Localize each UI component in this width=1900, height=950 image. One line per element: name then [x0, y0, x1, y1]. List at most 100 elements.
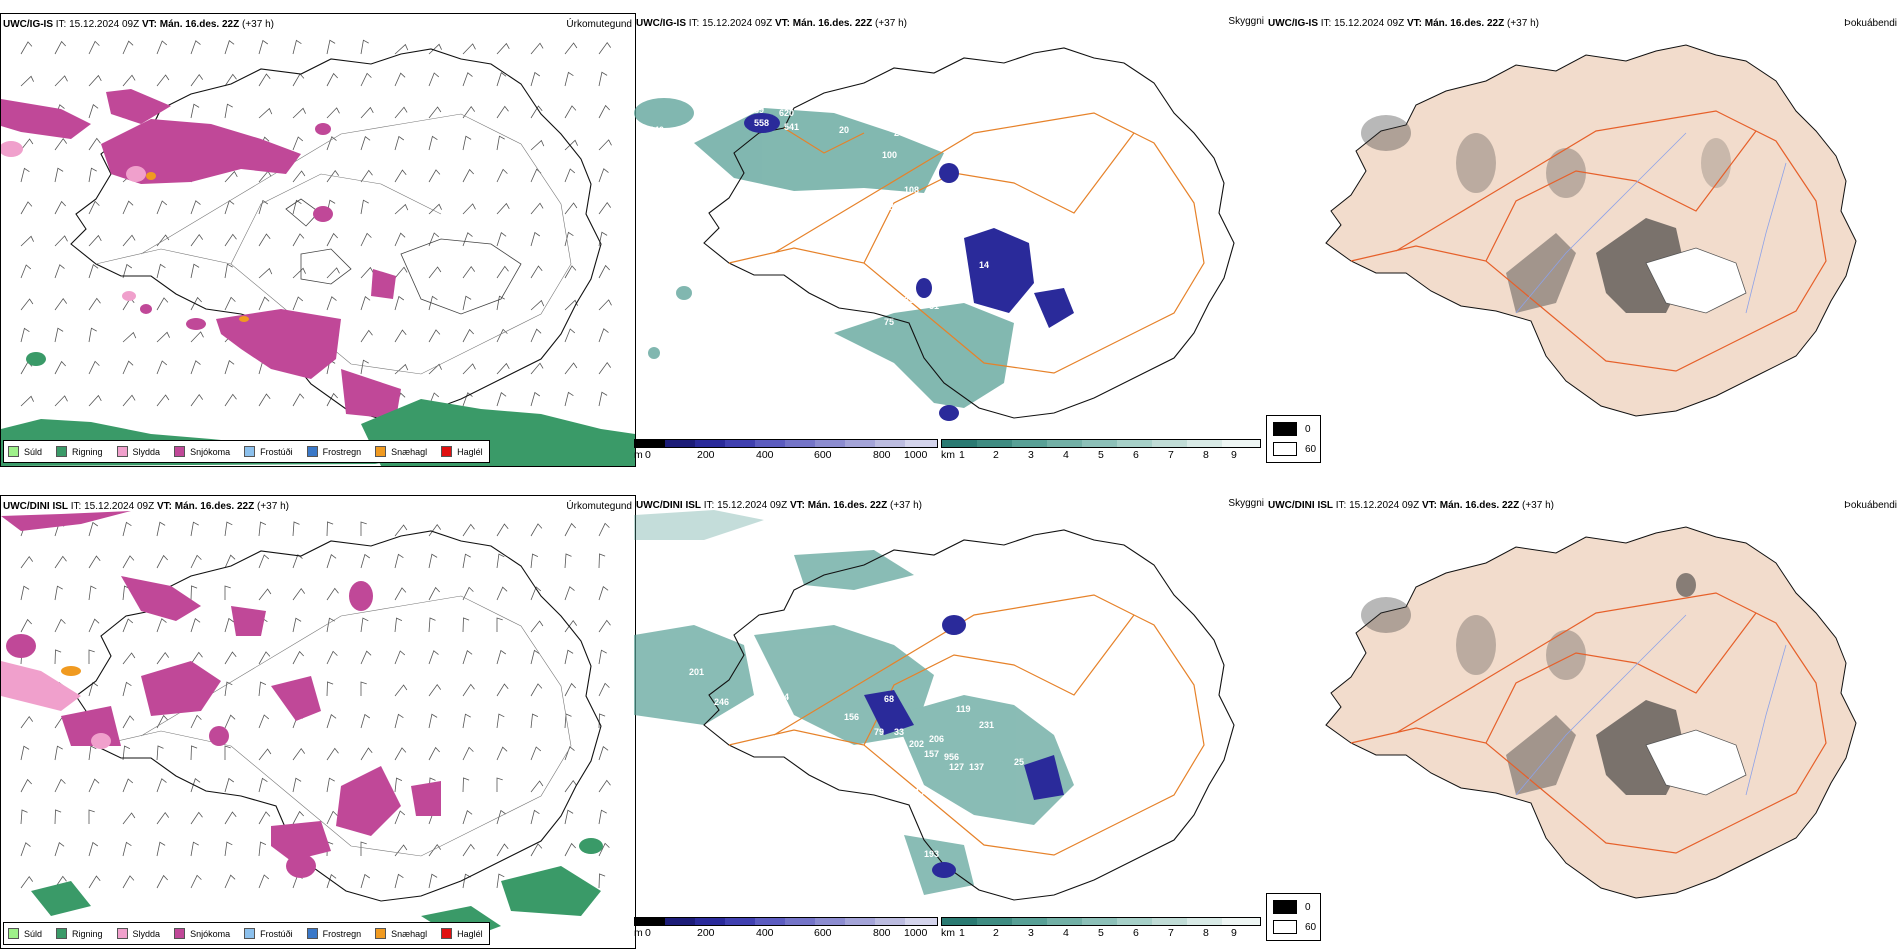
legend-item: Slydda	[116, 928, 160, 939]
colorbar-tick: 800	[873, 449, 891, 461]
wind-barb	[360, 266, 374, 279]
wind-barb	[564, 231, 574, 247]
wind-barb	[564, 139, 578, 151]
wind-barb	[326, 650, 338, 665]
wind-barb	[156, 263, 166, 279]
wind-barb	[224, 103, 233, 119]
wind-barb	[598, 139, 612, 151]
precip-legend: Súld Rigning Slydda Snjókoma Frostúði Fr…	[3, 922, 490, 945]
wind-barb	[496, 265, 509, 279]
wind-barb	[292, 296, 304, 311]
roads	[728, 594, 1205, 856]
wind-barb	[564, 553, 572, 569]
wind-barb	[122, 745, 131, 761]
wind-barb	[394, 135, 405, 151]
cloud-base-label: 212	[914, 622, 929, 632]
colorbar-unit: m	[634, 449, 643, 461]
legend-item: Súld	[8, 446, 42, 457]
wind-barb	[326, 777, 335, 793]
colorbar-tick: 4	[1063, 449, 1069, 461]
wind-barb	[190, 714, 202, 729]
wind-barb	[564, 202, 578, 215]
cloud-base-label: 87	[889, 202, 899, 212]
wind-barb	[156, 778, 167, 793]
roads	[95, 595, 572, 857]
wind-barb	[564, 42, 578, 55]
wind-barb	[598, 168, 609, 183]
wind-barb	[326, 617, 335, 633]
legend-item: Súld	[8, 928, 42, 939]
wind-barb	[394, 844, 408, 857]
panel-header: UWC/DINI ISL IT: 15.12.2024 09Z VT: Mán.…	[3, 501, 289, 512]
wind-barb	[20, 201, 33, 215]
wind-barb	[88, 681, 99, 697]
fog-map-1	[1325, 44, 1857, 417]
wind-barb	[394, 295, 405, 311]
wind-barb	[428, 295, 438, 311]
precip-panel-2: UWC/DINI ISL IT: 15.12.2024 09Z VT: Mán.…	[0, 495, 636, 949]
wind-barb	[190, 394, 204, 407]
wind-barb	[88, 841, 99, 857]
cloud-base-label: 137	[969, 762, 984, 772]
wind-barb	[122, 812, 136, 825]
cloud-base-label: 43	[914, 787, 924, 797]
wind-barb	[462, 553, 471, 569]
wind-barb	[258, 841, 267, 857]
wind-barb	[462, 135, 472, 151]
wind-barb	[462, 232, 473, 247]
wind-barb	[54, 298, 68, 311]
wind-barb	[428, 329, 441, 343]
visibility-map-1: 324 689 620 558 541 340 20 248 100 108 87 91 104 123 8…	[634, 47, 1235, 421]
wind-barb	[20, 167, 30, 183]
wind-barb	[326, 810, 338, 825]
cloud-base-label: 322	[819, 263, 834, 273]
cloud-base-label: 104	[889, 218, 904, 228]
wind-barb	[292, 748, 306, 761]
wind-barb	[428, 232, 440, 247]
wind-barb	[428, 553, 438, 569]
wind-barb	[88, 875, 101, 889]
wind-barb	[428, 586, 440, 601]
wind-barb	[88, 585, 97, 601]
wind-barb	[360, 136, 371, 151]
colorbar-unit: km	[941, 927, 955, 939]
wind-barb	[496, 105, 509, 119]
wind-barb	[598, 391, 608, 407]
wind-barb	[326, 554, 337, 569]
wind-barb	[598, 231, 608, 247]
wind-barb	[190, 200, 201, 215]
wind-barb	[564, 620, 578, 633]
wind-barb	[360, 617, 369, 633]
wind-barb	[20, 556, 34, 569]
visibility-panel-1: 324 689 620 558 541 340 20 248 100 108 87 91 104 123 8…	[634, 13, 1266, 465]
wind-barb	[496, 617, 503, 632]
precip-map-1	[1, 39, 635, 466]
wind-barb	[20, 41, 33, 55]
wind-barb	[360, 106, 374, 119]
cloud-base-label: 340	[649, 125, 664, 135]
wind-barb	[496, 746, 508, 761]
wind-barb	[428, 266, 442, 279]
wind-barb	[88, 104, 99, 119]
wind-barb	[292, 199, 302, 215]
colorbar-tick: 2	[993, 449, 999, 461]
wind-barb	[20, 264, 32, 279]
wind-barb	[122, 652, 136, 665]
legend-item: Haglél	[441, 928, 483, 939]
wind-barb	[156, 200, 168, 215]
wind-barb	[462, 713, 471, 729]
wind-barb	[462, 683, 475, 697]
wind-barb	[564, 586, 575, 601]
colorbar-tick: 7	[1168, 927, 1174, 939]
wind-barb	[360, 232, 372, 247]
legend-item: Snjókoma	[174, 928, 230, 939]
wind-barb	[598, 328, 609, 343]
wind-barb	[190, 74, 204, 87]
cloud-base-label: 245	[909, 242, 924, 252]
wind-barb	[156, 618, 167, 633]
colorbar-tick: 0	[645, 449, 651, 461]
wind-barb	[394, 873, 404, 889]
wind-barb	[190, 360, 201, 375]
wind-barb	[530, 42, 544, 55]
cloud-base-label: 735	[899, 295, 914, 305]
